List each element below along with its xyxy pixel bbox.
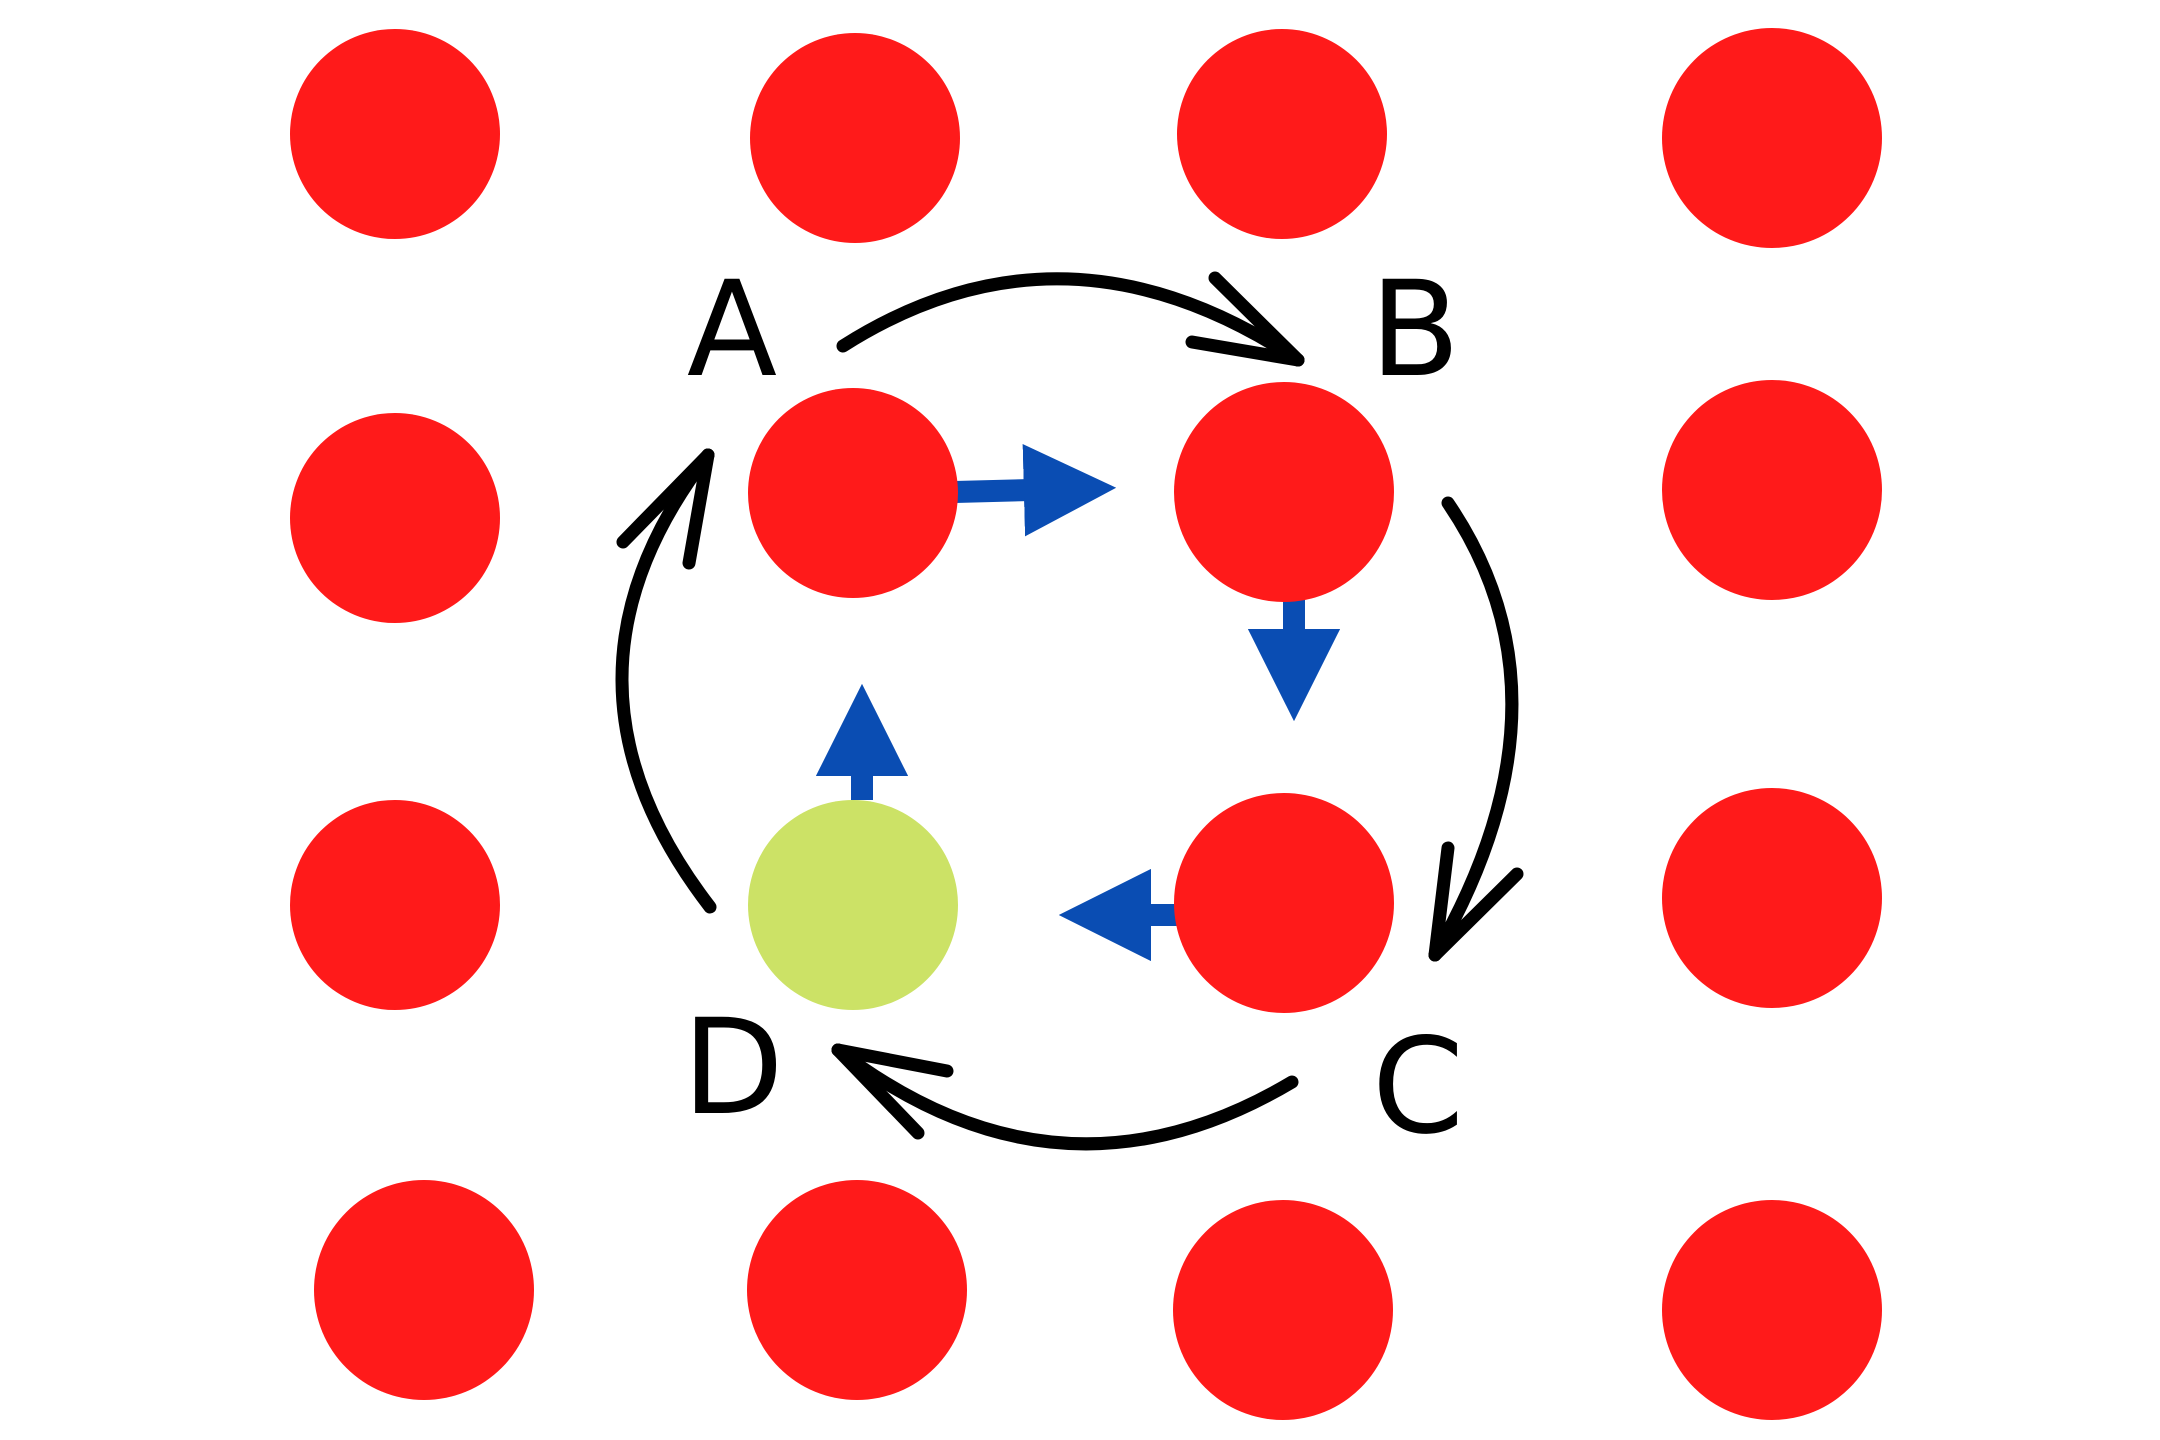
site-d-vacancy [748, 800, 958, 1010]
label-b: B [1370, 253, 1461, 407]
curved-arrow-icon [1428, 496, 1524, 962]
site-a-atom [748, 388, 958, 598]
lattice-atom [1662, 1200, 1882, 1420]
lattice-atom [1662, 28, 1882, 248]
lattice-atom [750, 33, 960, 243]
curved-arrow-icon [615, 448, 717, 914]
displacement-arrow-a [954, 444, 1117, 537]
lattice-atom [290, 413, 500, 623]
displacement-arrows [815, 444, 1341, 962]
lattice-atom [290, 800, 500, 1010]
lattice-atom [314, 1180, 534, 1400]
lattice-atom [747, 1180, 967, 1400]
lattice-atom [1662, 788, 1882, 1008]
lattice-atom [290, 29, 500, 239]
curved-arrow-icon [836, 271, 1305, 367]
label-c: C [1372, 1010, 1464, 1164]
label-d: D [682, 991, 784, 1145]
lattice-atom [1173, 1200, 1393, 1420]
curved-arrow-icon [831, 1043, 1299, 1151]
site-c-atom [1174, 793, 1394, 1013]
lattice-atom [1177, 29, 1387, 239]
lattice-atom [1662, 380, 1882, 600]
cycle-arrows [615, 271, 1524, 1151]
label-a: A [687, 253, 777, 407]
lattice-atoms [290, 28, 1882, 1420]
site-b-atom [1174, 382, 1394, 602]
